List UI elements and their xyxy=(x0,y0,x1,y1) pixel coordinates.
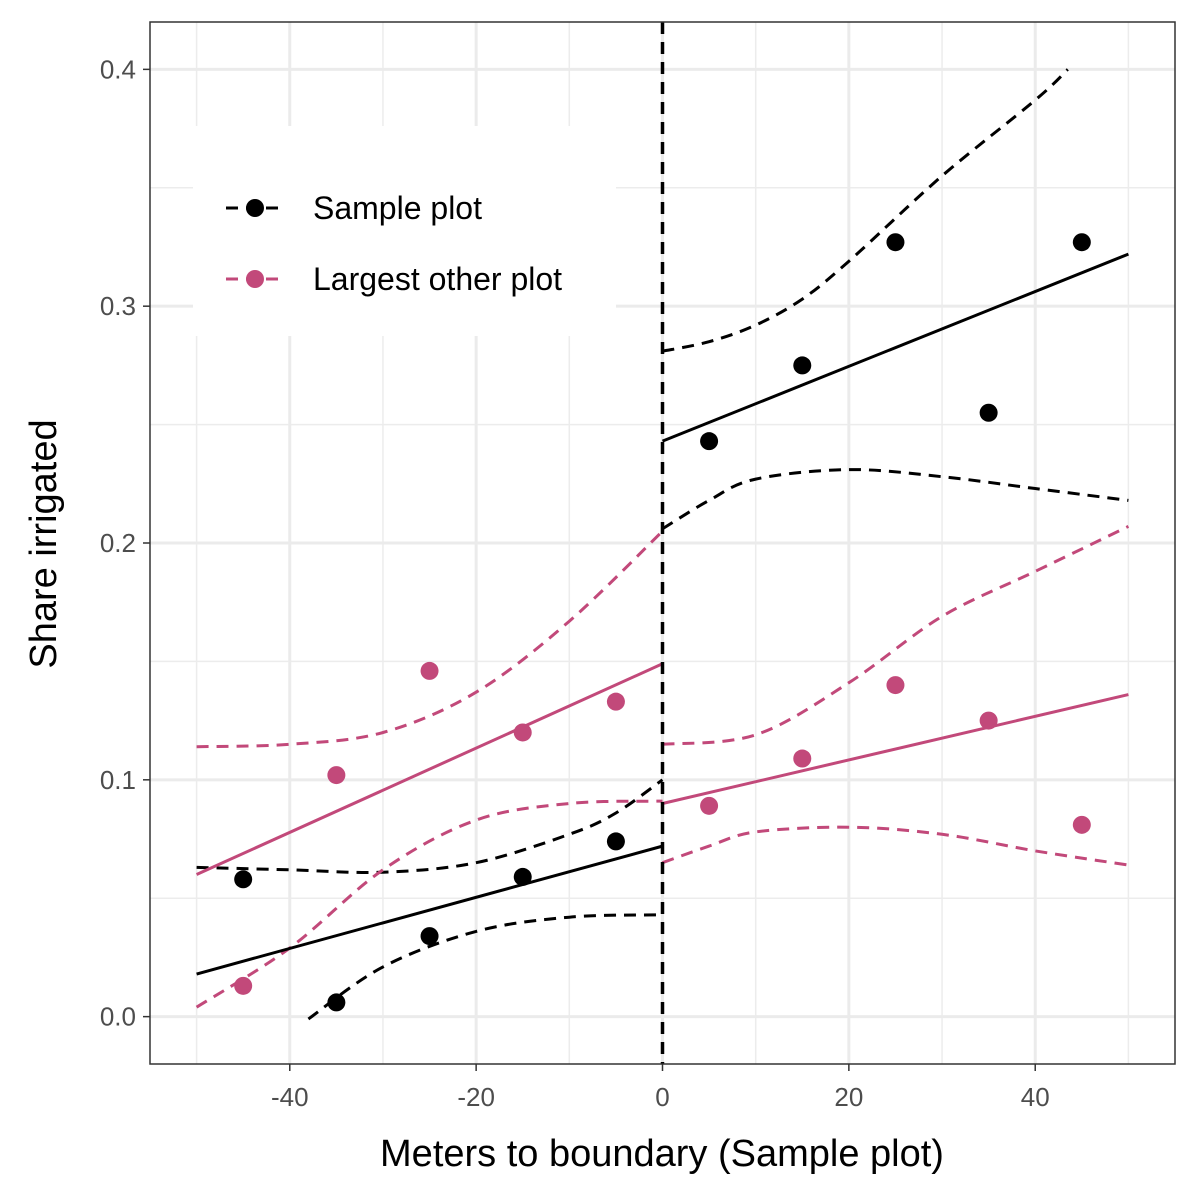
data-point-series-0 xyxy=(234,870,253,889)
x-tick-label: -20 xyxy=(457,1082,495,1112)
data-point-series-0 xyxy=(1072,233,1091,252)
ci-band-ci-right-upper-series-1 xyxy=(662,525,1130,746)
legend-key-point xyxy=(246,199,264,217)
data-point-series-0 xyxy=(420,927,439,946)
data-point-series-1 xyxy=(979,711,998,730)
data-point-series-0 xyxy=(327,993,346,1012)
fit-line-fit-left-series-1 xyxy=(195,662,664,876)
y-tick-label: 0.4 xyxy=(100,54,136,84)
y-tick-label: 0.1 xyxy=(100,765,136,795)
ci-band-ci-right-upper-series-0 xyxy=(662,68,1069,353)
legend-background-layer xyxy=(193,126,616,336)
data-point-series-1 xyxy=(886,676,905,695)
x-tick-label: 20 xyxy=(834,1082,863,1112)
data-point-series-1 xyxy=(1072,815,1091,834)
x-tick-label: 0 xyxy=(655,1082,669,1112)
data-point-series-0 xyxy=(513,867,532,886)
data-point-series-1 xyxy=(513,723,532,742)
ci-band-ci-right-lower-series-0 xyxy=(661,468,1129,531)
data-point-series-0 xyxy=(700,432,719,451)
data-point-series-0 xyxy=(886,233,905,252)
data-point-series-1 xyxy=(793,749,812,768)
ci-band-ci-right-lower-series-1 xyxy=(661,825,1129,867)
legend-label: Sample plot xyxy=(313,190,482,226)
y-tick-label: 0.0 xyxy=(100,1002,136,1032)
data-point-series-1 xyxy=(420,661,439,680)
ci-band-ci-left-lower-series-0 xyxy=(307,913,663,1021)
y-axis-title: Share irrigated xyxy=(23,419,65,668)
confidence-bands xyxy=(195,68,1130,1021)
fit-line-fit-left-series-0 xyxy=(196,844,663,976)
x-axis-title: Meters to boundary (Sample plot) xyxy=(380,1133,944,1175)
legend-label: Largest other plot xyxy=(313,261,562,297)
data-points xyxy=(234,233,1091,1012)
legend-background xyxy=(193,126,616,336)
fit-line-fit-right-series-0 xyxy=(661,252,1129,443)
legend: Sample plot Largest other plot xyxy=(226,190,562,297)
y-tick-label: 0.3 xyxy=(100,291,136,321)
data-point-series-1 xyxy=(234,976,253,995)
data-point-series-1 xyxy=(327,766,346,785)
ci-band-ci-left-upper-series-1 xyxy=(196,530,664,749)
data-point-series-0 xyxy=(979,403,998,422)
data-point-series-0 xyxy=(606,832,625,851)
ci-band-ci-left-upper-series-0 xyxy=(196,778,664,874)
x-tick-label: 40 xyxy=(1021,1082,1050,1112)
y-tick-label: 0.2 xyxy=(100,528,136,558)
legend-key-point xyxy=(246,270,264,288)
fit-lines xyxy=(195,252,1129,976)
fit-line-fit-right-series-1 xyxy=(662,693,1129,805)
y-axis: 0.0 0.1 0.2 0.3 0.4 xyxy=(100,54,150,1032)
data-point-series-1 xyxy=(700,796,719,815)
x-tick-label: -40 xyxy=(271,1082,309,1112)
data-point-series-0 xyxy=(793,356,812,375)
data-point-series-1 xyxy=(606,692,625,711)
x-axis: -40 -20 0 20 40 xyxy=(271,1064,1050,1112)
